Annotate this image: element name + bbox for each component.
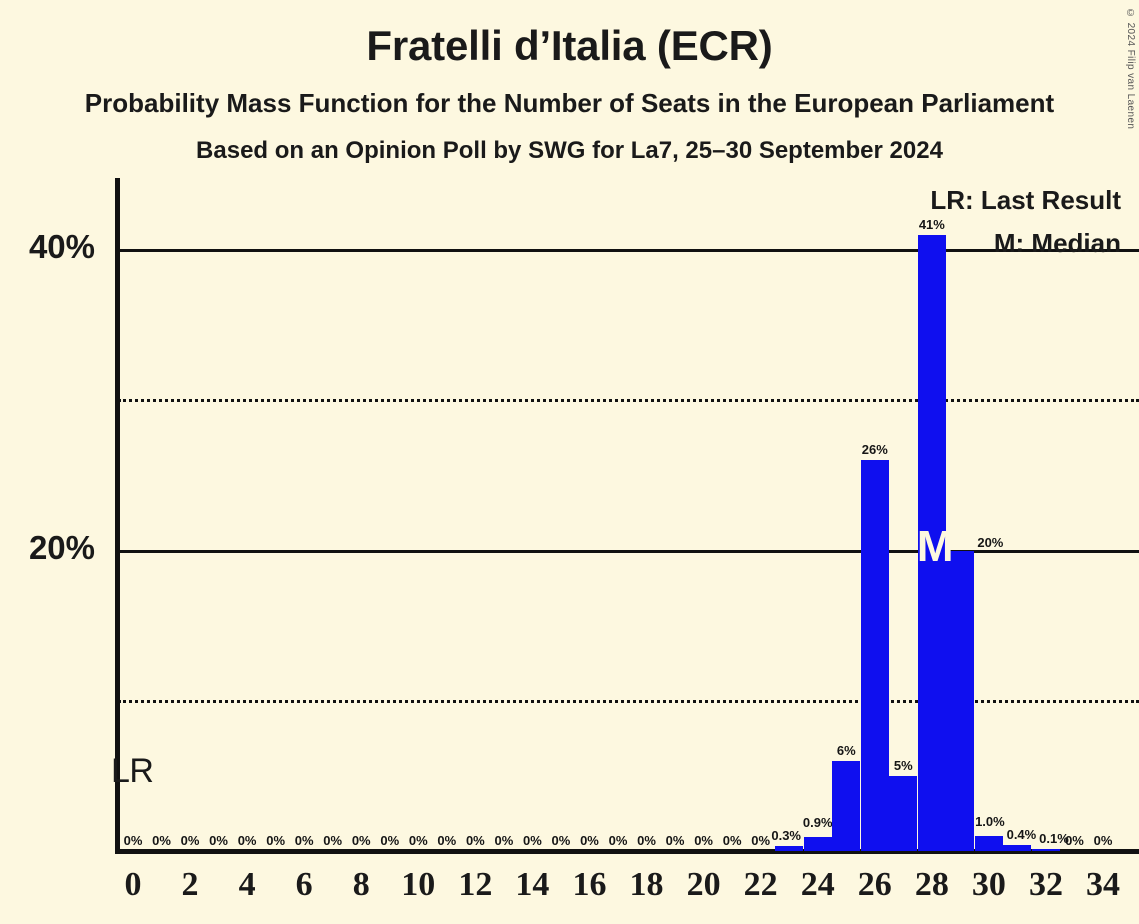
median-marker: M <box>916 521 954 571</box>
bar-value-label-25: 6% <box>836 742 856 758</box>
bar-value-label-29: 20% <box>977 534 1004 550</box>
bar-seat-23 <box>775 846 804 851</box>
bar-value-label-2: 0% <box>180 833 200 848</box>
bar-value-label-26: 26% <box>861 442 888 458</box>
bar-value-label-20: 0% <box>694 833 713 848</box>
bar-value-label-7: 0% <box>323 833 343 848</box>
chart-subtitle-primary: Probability Mass Function for the Number… <box>84 88 1055 118</box>
bar-seat-27 <box>889 775 918 851</box>
gridline-30 <box>118 399 1139 403</box>
y-tick-label-20: 20% <box>28 528 95 566</box>
bar-value-label-28: 41% <box>918 217 945 233</box>
x-tick-label-4: 4 <box>238 866 256 903</box>
bar-seat-29 <box>946 550 975 851</box>
bar-value-label-6: 0% <box>294 833 314 848</box>
x-tick-label-26: 26 <box>857 866 892 903</box>
bar-seat-28 <box>917 235 946 851</box>
bar-value-label-10: 0% <box>408 833 428 848</box>
bar-value-label-0: 0% <box>123 833 143 848</box>
bar-seat-32 <box>1031 849 1060 851</box>
gridline-40 <box>118 249 1139 253</box>
bar-seat-24 <box>803 837 832 851</box>
x-tick-label-16: 16 <box>572 866 607 903</box>
x-tick-label-20: 20 <box>686 866 721 903</box>
bar-value-label-17: 0% <box>608 833 628 848</box>
last-result-marker: LR <box>111 752 154 790</box>
x-tick-label-32: 32 <box>1028 866 1063 903</box>
bar-seat-25 <box>832 760 861 851</box>
bar-seat-31 <box>1003 844 1032 851</box>
x-tick-label-2: 2 <box>181 866 199 903</box>
page-title: Fratelli d’Italia (ECR) <box>366 22 773 69</box>
x-tick-label-22: 22 <box>743 866 778 903</box>
y-axis-line <box>115 178 120 854</box>
x-tick-label-18: 18 <box>629 866 664 903</box>
y-tick-label-40: 40% <box>28 228 95 266</box>
x-tick-label-28: 28 <box>914 866 949 903</box>
bar-value-label-14: 0% <box>523 833 542 848</box>
bar-value-label-33: 0% <box>1065 833 1084 848</box>
bar-value-label-4: 0% <box>237 833 257 848</box>
bar-value-label-32: 0.1% <box>1039 831 1069 846</box>
bar-value-label-16: 0% <box>580 833 599 848</box>
bar-value-label-22: 0% <box>751 833 771 848</box>
legend-last-result: LR: Last Result <box>930 185 1121 215</box>
chart-subtitle-source: Based on an Opinion Poll by SWG for La7,… <box>196 137 943 164</box>
bar-value-label-19: 0% <box>665 833 685 848</box>
x-tick-label-12: 12 <box>458 866 493 903</box>
bar-value-label-11: 0% <box>437 833 457 848</box>
x-axis-line <box>115 849 1139 854</box>
bar-value-label-21: 0% <box>722 833 742 848</box>
copyright-notice: © 2024 Filip van Laenen <box>1125 8 1136 130</box>
x-tick-label-8: 8 <box>352 866 370 903</box>
gridline-10 <box>118 699 1139 703</box>
bar-value-label-1: 0% <box>152 833 171 848</box>
x-tick-label-14: 14 <box>515 866 550 903</box>
bar-value-label-15: 0% <box>551 833 571 848</box>
bar-value-label-8: 0% <box>351 833 371 848</box>
x-tick-label-6: 6 <box>295 866 313 903</box>
bar-value-label-24: 0.9% <box>802 815 833 831</box>
x-tick-label-24: 24 <box>800 866 835 903</box>
gridline-20 <box>118 549 1139 553</box>
bar-value-label-30: 1.0% <box>975 813 1005 829</box>
bar-value-label-13: 0% <box>494 833 514 848</box>
bar-value-label-27: 5% <box>893 757 913 773</box>
x-tick-label-34: 34 <box>1086 866 1121 903</box>
x-tick-label-30: 30 <box>971 866 1006 903</box>
bar-value-label-31: 0.4% <box>1006 826 1037 842</box>
x-tick-label-0: 0 <box>124 866 142 903</box>
bar-value-label-12: 0% <box>465 833 485 848</box>
bar-value-label-34: 0% <box>1093 833 1113 848</box>
bar-seat-26 <box>860 460 889 851</box>
bar-value-label-23: 0.3% <box>771 828 801 844</box>
legend-median: M: Median <box>993 228 1121 258</box>
bar-value-label-3: 0% <box>209 833 228 848</box>
bar-value-label-9: 0% <box>380 833 400 848</box>
bar-value-label-18: 0% <box>637 833 656 848</box>
x-tick-label-10: 10 <box>401 866 436 903</box>
bar-seat-30 <box>974 835 1003 851</box>
bar-value-label-5: 0% <box>266 833 286 848</box>
